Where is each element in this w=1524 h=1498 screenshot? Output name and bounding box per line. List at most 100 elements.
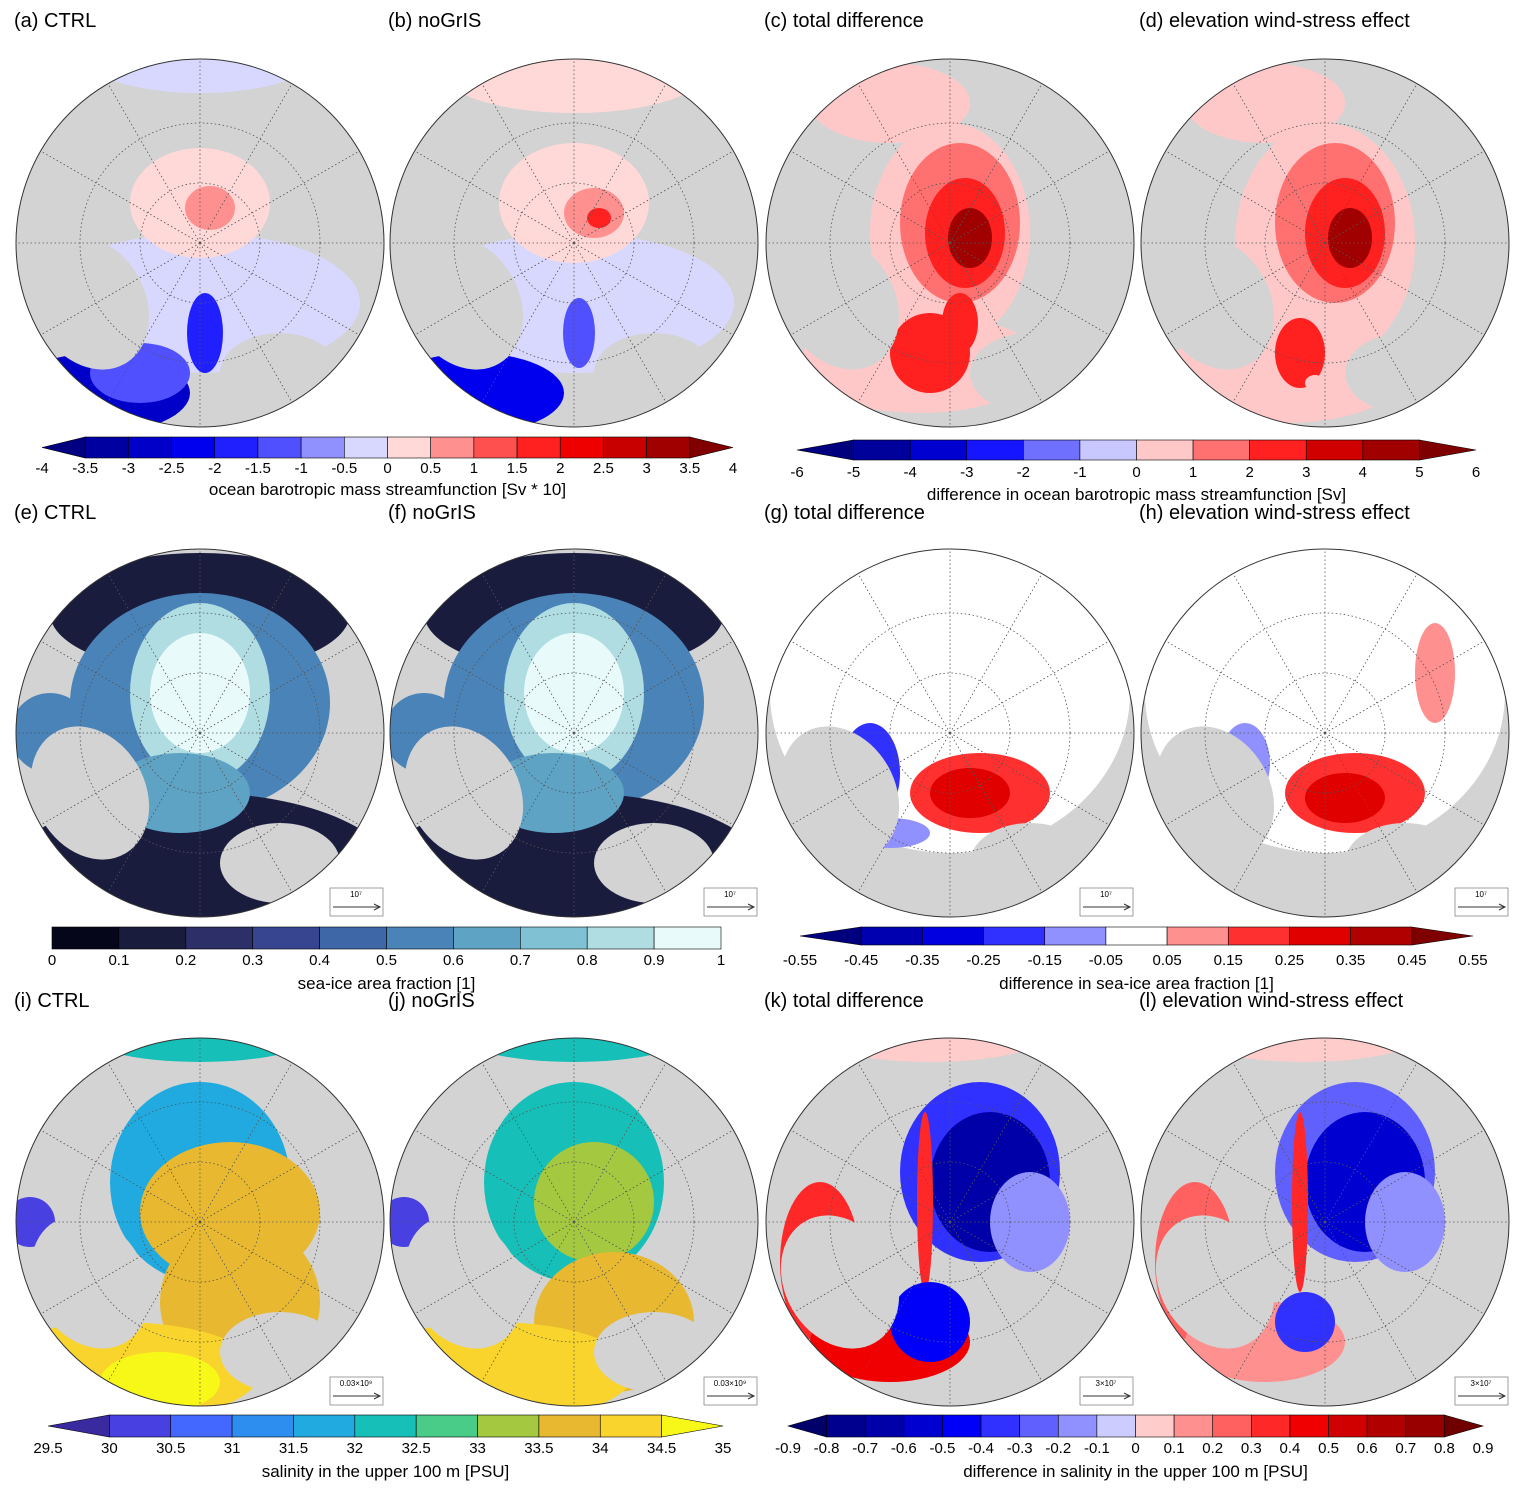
map-boundary [1140,58,1510,428]
longitude-gridline [481,83,575,244]
colorbar-box [1192,439,1250,461]
longitude-gridline [573,83,667,244]
vector-key-label: 10⁷ [724,890,736,899]
longitude-gridline [1165,1221,1326,1315]
colorbar-box [538,1414,601,1438]
longitude-gridline [199,242,293,403]
longitude-gridline [199,1221,360,1315]
colorbar-tick-label: -4 [903,464,917,481]
longitude-gridline [573,1062,667,1223]
colorbar-box [109,1414,172,1438]
colorbar-box [909,439,968,461]
colorbar-tick-label: -5 [846,464,861,481]
vector-key-box [1079,1376,1134,1406]
map-panel-g [765,548,1135,918]
scandinavia [970,1312,1090,1392]
colorbar-extend-low [799,926,862,946]
field-contour [1305,375,1325,391]
colorbar-tick-label: 0.55 [1458,952,1488,969]
colorbar-tick-label: -4 [35,460,49,477]
map-panel-h [1140,548,1510,918]
field-contour [948,208,992,268]
greenland [30,236,150,370]
longitude-gridline [199,732,360,826]
map-panel-k [765,1037,1135,1407]
field-contour [890,1282,970,1362]
greenland [1155,726,1275,860]
longitude-gridline [481,573,575,734]
map-boundary [765,1037,1135,1407]
colorbar-box [51,926,120,950]
longitude-gridline [199,1221,293,1382]
field-contour [444,59,704,113]
map-boundary [15,548,385,918]
scandinavia [220,333,340,413]
panel-title: (g) total difference [764,502,925,524]
colorbar-tick-label: -0.2 [1045,1440,1072,1457]
map-boundary [1140,1037,1510,1407]
longitude-gridline [199,1129,360,1223]
longitude-gridline [857,1221,951,1382]
colorbar-box [860,926,923,946]
longitude-gridline [857,732,951,893]
colorbar-tick-label: 5 [1415,464,1424,481]
colorbar-tick-label: 0.35 [1336,952,1366,969]
arrowhead-icon [1123,903,1132,911]
scandinavia [594,333,714,413]
colorbar-tick-label: 31.5 [278,1440,309,1457]
colorbar-tick-label: 0.8 [576,952,598,969]
longitude-gridline [1324,1221,1418,1382]
greenland [404,236,524,370]
colorbar-tick-label: -2 [208,460,222,477]
greenland [30,1215,150,1349]
colorbar-tick-label: -0.9 [775,1440,801,1457]
map-panel-d [1140,58,1510,428]
vector-key-label: 0.03×10⁹ [339,1379,373,1388]
vector-key-box [1454,1376,1509,1406]
colorbar-tick-label: -0.45 [844,952,879,969]
colorbar-tick-label: 1 [469,460,479,477]
longitude-gridline [1232,83,1326,244]
colorbar-box [1023,439,1081,461]
colorbar-tick-label: 0.6 [1356,1440,1378,1457]
colorbar-tick-label: 2 [556,460,565,477]
longitude-gridline [1324,1129,1485,1223]
panel-title: (a) CTRL [14,10,97,32]
arrowhead-icon [747,1392,756,1400]
longitude-gridline [573,242,734,336]
colorbar-box [826,1414,866,1438]
colorbar-tick-label: 3 [1302,464,1311,481]
map-boundary [389,58,759,428]
colorbar-extend-high [1419,439,1477,461]
colorbar-tick-label: 0.3 [242,952,264,969]
longitude-gridline [573,150,734,244]
longitude-gridline [414,242,575,336]
colorbar-box [864,1414,905,1438]
colorbar-box [1057,1414,1098,1438]
colorbar-box [1105,926,1168,946]
longitude-gridline [790,242,951,336]
colorbar-2 [51,926,722,950]
colorbar-tick-label: 0.05 [1152,952,1182,969]
colorbar-box [387,436,431,459]
colorbar-box [653,926,722,950]
colorbar-box [1405,1414,1445,1438]
arrowhead-icon [1123,1392,1132,1400]
longitude-gridline [790,732,951,826]
longitude-gridline [949,150,1110,244]
colorbar-tick-label: -6 [790,464,804,481]
greenland [780,726,900,860]
colorbar-box [942,1414,982,1438]
field-contour [1275,318,1325,388]
vector-key-label: 3×10⁷ [1095,1379,1117,1388]
colorbar-tick-label: 0 [47,952,57,969]
longitude-gridline [199,83,293,244]
colorbar-tick-label: -0.7 [852,1440,879,1457]
colorbar-tick-label: 2 [1245,464,1254,481]
field-contour [100,1352,220,1406]
colorbar-1 [796,439,1477,461]
longitude-gridline [949,242,1043,403]
longitude-gridline [949,1129,1110,1223]
longitude-gridline [1165,150,1326,244]
map-panel-c [765,58,1135,428]
